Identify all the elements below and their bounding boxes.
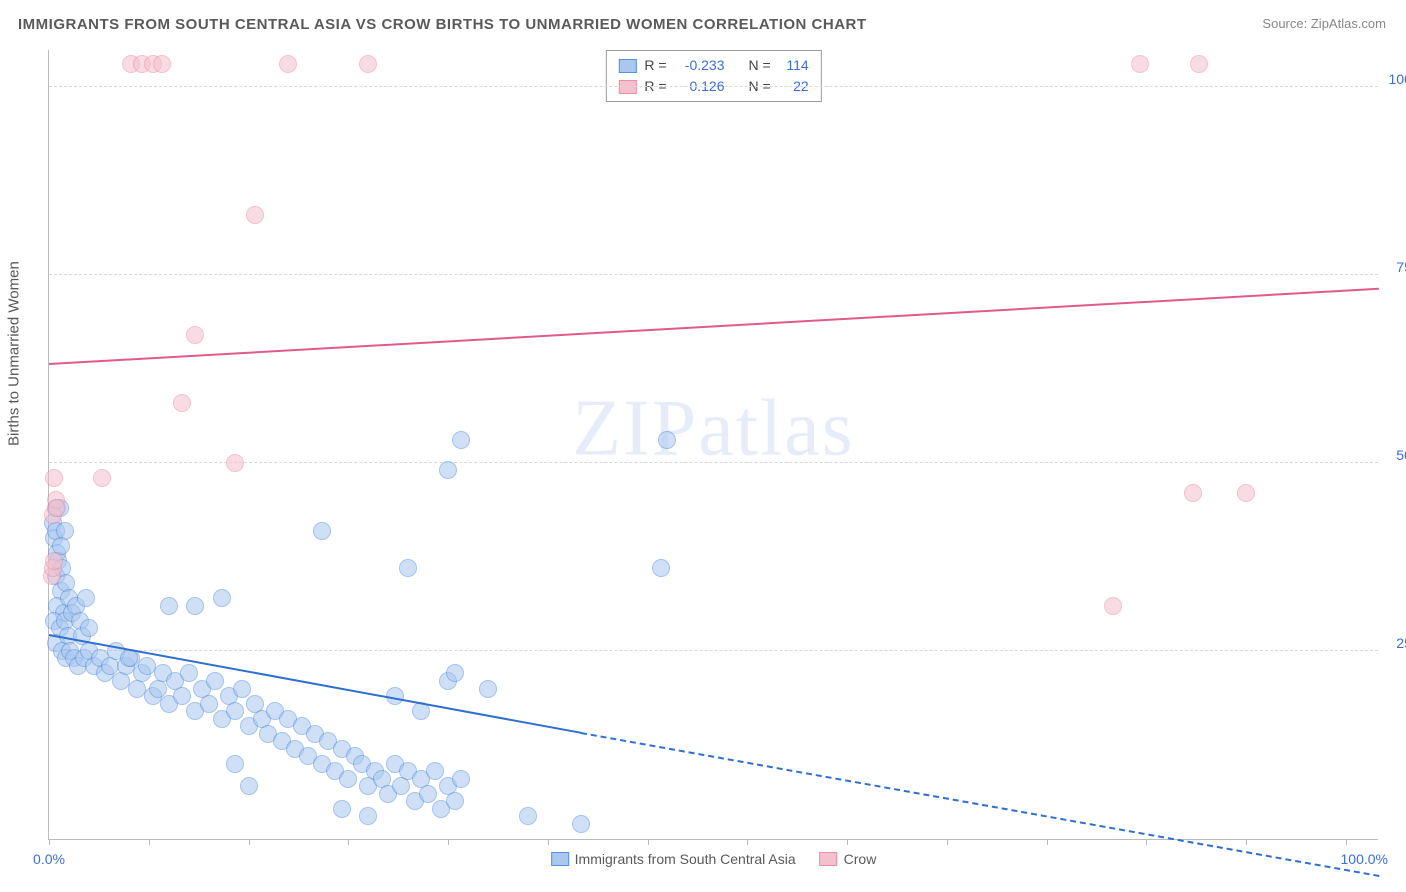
data-point bbox=[246, 206, 264, 224]
y-axis-title: Births to Unmarried Women bbox=[6, 261, 23, 446]
data-point bbox=[1190, 55, 1208, 73]
data-point bbox=[45, 469, 63, 487]
data-point bbox=[399, 559, 417, 577]
legend-swatch bbox=[618, 59, 636, 73]
data-point bbox=[452, 770, 470, 788]
x-tick bbox=[548, 839, 549, 845]
data-point bbox=[186, 597, 204, 615]
legend-item: Immigrants from South Central Asia bbox=[551, 851, 796, 867]
x-tick bbox=[49, 839, 50, 845]
data-point bbox=[213, 589, 231, 607]
data-point bbox=[120, 649, 138, 667]
data-point bbox=[186, 326, 204, 344]
y-tick-label: 100.0% bbox=[1389, 71, 1406, 87]
data-point bbox=[226, 755, 244, 773]
legend-swatch bbox=[820, 852, 838, 866]
x-tick bbox=[1346, 839, 1347, 845]
data-point bbox=[479, 680, 497, 698]
data-point bbox=[426, 762, 444, 780]
data-point bbox=[206, 672, 224, 690]
r-label: R = bbox=[644, 55, 666, 76]
source-label: Source: bbox=[1262, 16, 1307, 31]
watermark: ZIPatlas bbox=[572, 383, 855, 474]
data-point bbox=[240, 777, 258, 795]
data-point bbox=[446, 792, 464, 810]
data-point bbox=[333, 800, 351, 818]
x-tick bbox=[249, 839, 250, 845]
x-tick bbox=[847, 839, 848, 845]
data-point bbox=[226, 454, 244, 472]
scatter-plot-area: ZIPatlas R =-0.233N =114R =0.126N =22 Im… bbox=[48, 50, 1378, 840]
data-point bbox=[519, 807, 537, 825]
data-point bbox=[313, 522, 331, 540]
y-tick-label: 50.0% bbox=[1396, 447, 1406, 463]
x-tick bbox=[947, 839, 948, 845]
x-tick bbox=[747, 839, 748, 845]
gridline bbox=[49, 462, 1378, 463]
trend-line bbox=[49, 288, 1379, 365]
data-point bbox=[359, 807, 377, 825]
source-name: ZipAtlas.com bbox=[1311, 16, 1386, 31]
series-legend: Immigrants from South Central Asia Crow bbox=[551, 851, 877, 867]
data-point bbox=[173, 687, 191, 705]
y-tick-label: 25.0% bbox=[1396, 635, 1406, 651]
data-point bbox=[279, 55, 297, 73]
data-point bbox=[77, 589, 95, 607]
data-point bbox=[1237, 484, 1255, 502]
data-point bbox=[446, 664, 464, 682]
legend-item: Crow bbox=[820, 851, 877, 867]
gridline bbox=[49, 650, 1378, 651]
data-point bbox=[45, 552, 63, 570]
x-tick bbox=[648, 839, 649, 845]
data-point bbox=[153, 55, 171, 73]
x-axis-min-label: 0.0% bbox=[33, 851, 65, 867]
data-point bbox=[180, 664, 198, 682]
data-point bbox=[1184, 484, 1202, 502]
data-point bbox=[160, 597, 178, 615]
data-point bbox=[339, 770, 357, 788]
x-axis-max-label: 100.0% bbox=[1341, 851, 1388, 867]
x-tick bbox=[448, 839, 449, 845]
x-tick bbox=[1047, 839, 1048, 845]
gridline bbox=[49, 274, 1378, 275]
data-point bbox=[233, 680, 251, 698]
chart-title: IMMIGRANTS FROM SOUTH CENTRAL ASIA VS CR… bbox=[18, 16, 867, 33]
y-tick-label: 75.0% bbox=[1396, 259, 1406, 275]
legend-label: Immigrants from South Central Asia bbox=[575, 851, 796, 867]
data-point bbox=[80, 619, 98, 637]
data-point bbox=[419, 785, 437, 803]
x-tick bbox=[1246, 839, 1247, 845]
data-point bbox=[652, 559, 670, 577]
data-point bbox=[1131, 55, 1149, 73]
data-point bbox=[658, 431, 676, 449]
data-point bbox=[439, 461, 457, 479]
source-attribution: Source: ZipAtlas.com bbox=[1262, 16, 1386, 31]
correlation-legend: R =-0.233N =114R =0.126N =22 bbox=[605, 50, 821, 102]
correlation-row: R = -0.233 N = 114 bbox=[618, 55, 808, 76]
legend-swatch bbox=[551, 852, 569, 866]
data-point bbox=[48, 499, 66, 517]
x-tick bbox=[149, 839, 150, 845]
x-tick bbox=[348, 839, 349, 845]
data-point bbox=[359, 55, 377, 73]
legend-label: Crow bbox=[844, 851, 877, 867]
data-point bbox=[572, 815, 590, 833]
data-point bbox=[200, 695, 218, 713]
n-value: 114 bbox=[779, 55, 809, 76]
data-point bbox=[93, 469, 111, 487]
data-point bbox=[173, 394, 191, 412]
data-point bbox=[226, 702, 244, 720]
data-point bbox=[452, 431, 470, 449]
x-tick bbox=[1146, 839, 1147, 845]
n-label: N = bbox=[749, 55, 771, 76]
r-value: -0.233 bbox=[675, 55, 725, 76]
gridline bbox=[49, 86, 1378, 87]
data-point bbox=[1104, 597, 1122, 615]
